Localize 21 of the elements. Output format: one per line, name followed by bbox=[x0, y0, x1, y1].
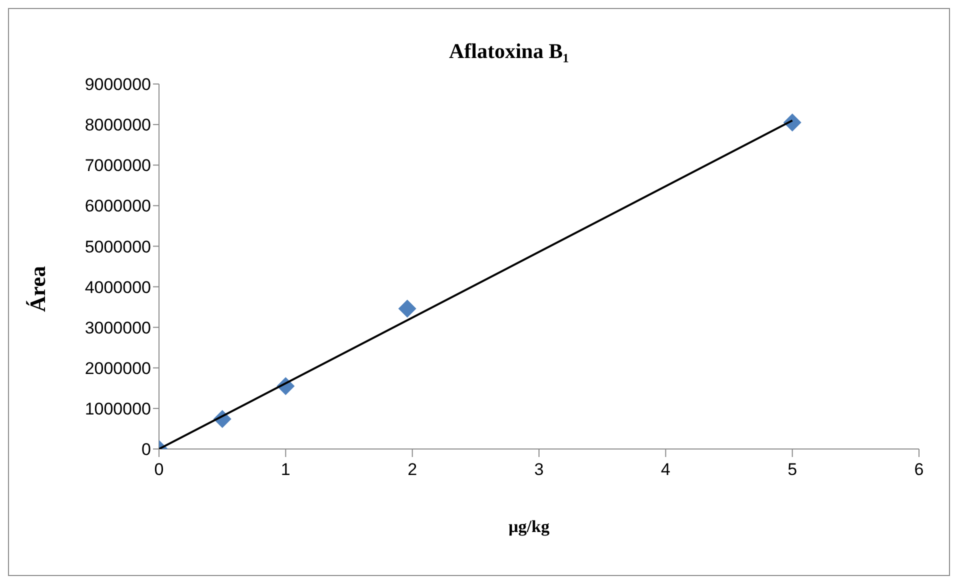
y-tick-label: 7000000 bbox=[84, 156, 151, 176]
y-tick-label: 4000000 bbox=[84, 278, 151, 297]
x-tick-label: 3 bbox=[534, 460, 544, 480]
x-tick-label: 4 bbox=[660, 460, 670, 480]
point bbox=[398, 300, 416, 318]
y-tick-label: 5000000 bbox=[84, 237, 151, 256]
x-tick-label: 1 bbox=[280, 460, 290, 480]
y-tick-label: 2000000 bbox=[84, 358, 151, 378]
y-tick-label: 0 bbox=[142, 440, 151, 460]
x-tick-label: 6 bbox=[914, 460, 924, 480]
x-axis-title: µg/kg bbox=[508, 517, 550, 537]
y-axis-title: Área bbox=[25, 266, 51, 312]
y-tick-label: 1000000 bbox=[84, 399, 151, 418]
y-tick-label: 3000000 bbox=[84, 318, 151, 338]
chart-title: Aflatoxina B₁ bbox=[448, 39, 570, 64]
x-tick-label: 2 bbox=[408, 460, 418, 480]
x-tick-label: 5 bbox=[788, 460, 798, 480]
y-tick-label: 6000000 bbox=[84, 196, 151, 216]
y-tick-label: 9000000 bbox=[84, 75, 151, 94]
x-tick-label: 0 bbox=[154, 460, 164, 480]
y-tick-label: 8000000 bbox=[84, 116, 151, 135]
